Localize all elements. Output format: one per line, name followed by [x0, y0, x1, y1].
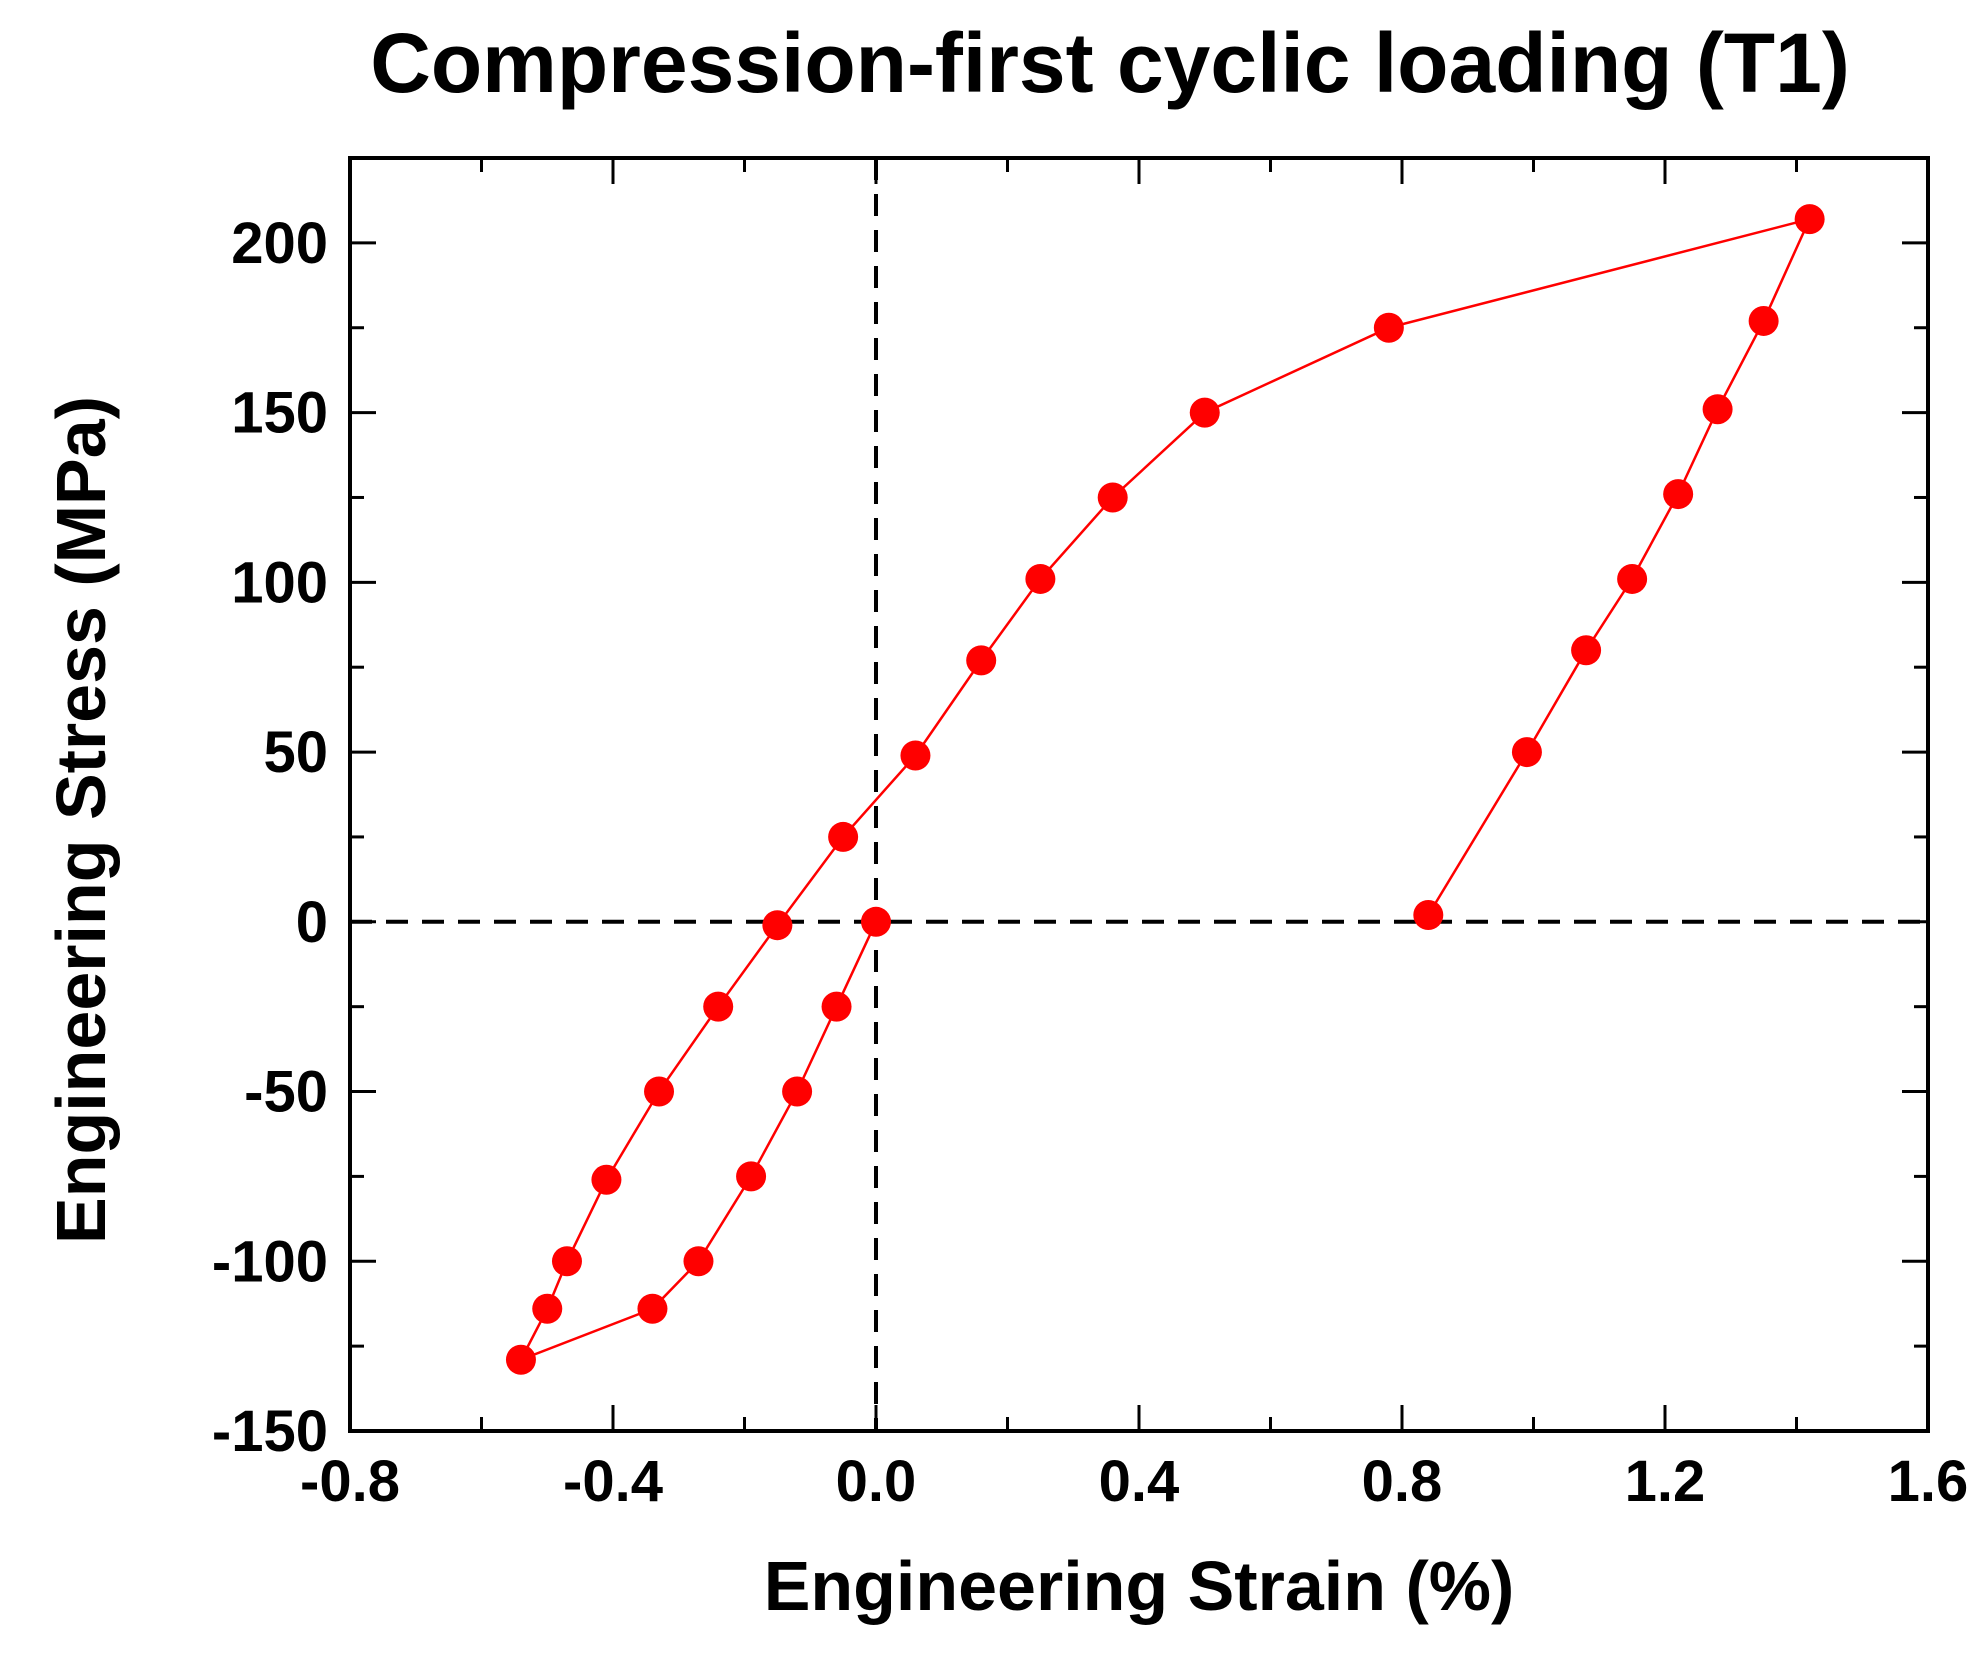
data-point: [828, 821, 859, 852]
series-line: [518, 217, 1812, 1363]
data-point: [1511, 737, 1542, 768]
x-tick-label: -0.8: [300, 1449, 400, 1514]
data-point: [591, 1164, 622, 1195]
x-tick-label: 0.4: [1099, 1449, 1180, 1514]
data-point: [1794, 204, 1825, 235]
data-point: [683, 1246, 714, 1277]
x-tick-label: 1.2: [1625, 1449, 1706, 1514]
data-point: [861, 906, 891, 937]
data-point: [1748, 305, 1779, 336]
axis-ticks: [348, 156, 1930, 1433]
tick-labels: -0.8 -0.4 0.0 0.4 0.8 1.2 1.6 -150 -100 -50 0 50 100…: [212, 211, 1968, 1514]
reference-lines: [350, 158, 1928, 1431]
y-tick-label: -50: [244, 1060, 328, 1125]
data-point: [703, 991, 734, 1022]
y-tick-label: 0: [296, 890, 328, 955]
chart-title: Compression-first cyclic loading (T1): [370, 16, 1850, 110]
y-tick-label: 100: [231, 550, 328, 615]
data-point: [1189, 397, 1220, 428]
data-point: [532, 1293, 563, 1324]
data-point: [1617, 563, 1648, 594]
data-point: [821, 991, 852, 1022]
y-tick-label: -150: [212, 1399, 328, 1464]
y-tick-label: -100: [212, 1229, 328, 1294]
data-point: [1025, 563, 1056, 594]
y-tick-label: 50: [263, 720, 328, 785]
data-point: [762, 910, 793, 941]
x-tick-label: 0.0: [836, 1449, 917, 1514]
data-point: [1097, 482, 1128, 513]
x-tick-label: -0.4: [563, 1449, 663, 1514]
x-axis-title: Engineering Strain (%): [764, 1547, 1515, 1625]
data-point: [966, 645, 997, 676]
x-tick-label: 1.6: [1888, 1449, 1969, 1514]
plot-frame: [348, 156, 1930, 1433]
data-point: [637, 1293, 668, 1324]
data-point: [1702, 394, 1733, 425]
data-points: [505, 204, 1825, 1375]
data-point: [1663, 479, 1694, 510]
data-point: [900, 740, 931, 771]
x-tick-label: 0.8: [1362, 1449, 1443, 1514]
y-axis-title: Engineering Stress (MPa): [42, 396, 120, 1244]
data-point: [782, 1076, 813, 1107]
data-point: [644, 1076, 675, 1107]
data-point: [1571, 635, 1602, 666]
y-tick-label: 200: [231, 211, 328, 276]
data-point: [736, 1161, 767, 1192]
data-point: [551, 1246, 582, 1277]
data-point: [505, 1344, 536, 1375]
data-point: [1373, 312, 1404, 343]
y-tick-label: 150: [231, 381, 328, 446]
data-point: [1413, 900, 1444, 931]
